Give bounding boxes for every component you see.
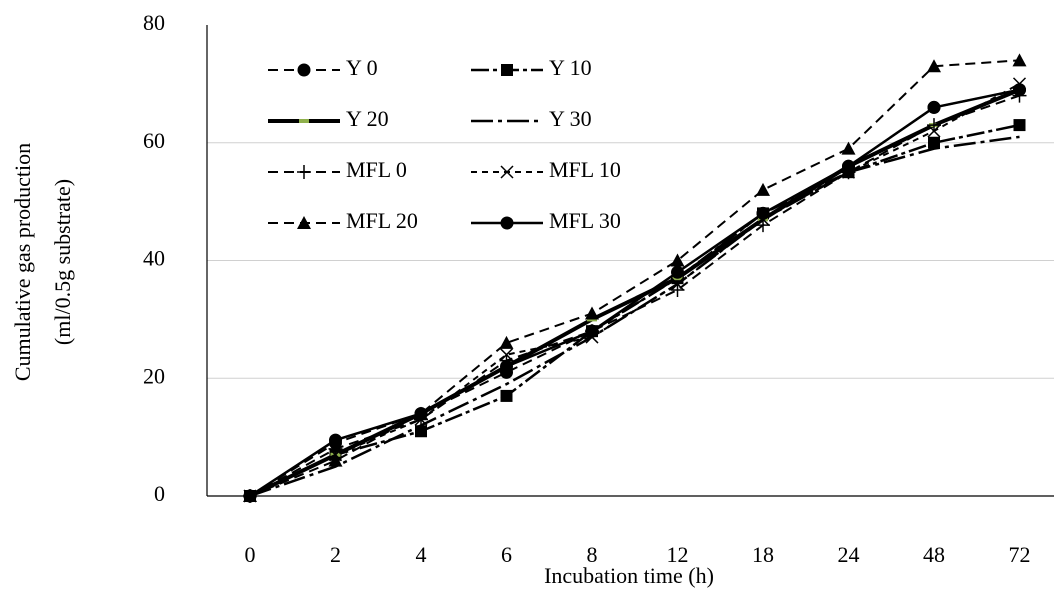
marker [499,348,514,362]
marker [1013,119,1026,132]
marker [415,425,427,438]
legend-label: MFL 10 [549,157,621,182]
marker [297,63,311,77]
x-tick-label: 2 [330,542,341,567]
marker [1013,83,1026,97]
y-axis-title: Cumulative gas production [10,143,35,381]
legend-label: MFL 0 [346,157,407,182]
x-axis-title: Incubation time (h) [544,563,714,588]
x-tick-label: 0 [245,542,256,567]
marker [670,253,685,267]
marker [842,159,855,173]
marker [500,216,514,230]
series-line [249,59,1020,497]
x-tick-label: 6 [501,542,512,567]
marker [756,206,770,220]
marker [756,182,770,196]
marker [927,100,941,114]
series-line [249,87,1021,498]
legend-label: MFL 30 [549,208,621,233]
marker [585,324,599,338]
series-line [249,123,1020,498]
marker [501,64,513,76]
marker [414,407,428,421]
series-line [249,88,1020,497]
series-line [249,135,1020,498]
x-tick-label: 18 [752,542,774,567]
y-tick-label: 0 [154,481,165,506]
x-tick-label: 4 [416,542,427,567]
series-line [249,88,1020,498]
marker [927,124,941,138]
marker [670,277,685,291]
marker [499,335,514,349]
marker [500,389,513,402]
legend-label: Y 10 [549,55,592,80]
series-line [249,82,1020,497]
x-tick-label: 8 [587,542,598,567]
marker [756,218,770,233]
marker [841,141,856,155]
marker [585,306,599,320]
x-tick-label: 24 [838,542,860,567]
y-axis-title: (ml/0.5g substrate) [50,179,75,345]
marker [1012,53,1027,67]
marker [671,265,684,279]
legend-label: Y 20 [346,106,389,131]
marker [670,282,685,297]
marker [927,59,941,73]
legend-label: Y 30 [549,106,592,131]
marker [500,359,513,373]
x-tick-label: 48 [923,542,945,567]
marker [299,119,309,123]
y-tick-label: 40 [143,246,165,271]
marker [328,453,343,467]
legend-label: Y 0 [346,55,378,80]
marker [928,136,940,149]
x-tick-label: 12 [667,542,689,567]
marker [297,165,311,179]
marker [927,118,941,133]
marker [500,165,514,179]
marker [243,489,257,503]
marker [297,216,311,229]
legend-label: MFL 20 [346,208,418,233]
marker [329,433,342,447]
y-tick-label: 20 [143,363,165,388]
y-tick-label: 60 [143,128,165,153]
x-tick-label: 72 [1009,542,1031,567]
y-tick-label: 80 [143,10,165,35]
